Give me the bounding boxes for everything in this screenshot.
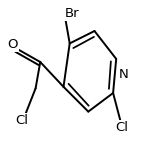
Text: Cl: Cl <box>115 121 128 134</box>
Text: N: N <box>118 68 128 81</box>
Text: Cl: Cl <box>15 114 28 127</box>
Text: O: O <box>8 38 18 51</box>
Text: Br: Br <box>65 7 80 20</box>
